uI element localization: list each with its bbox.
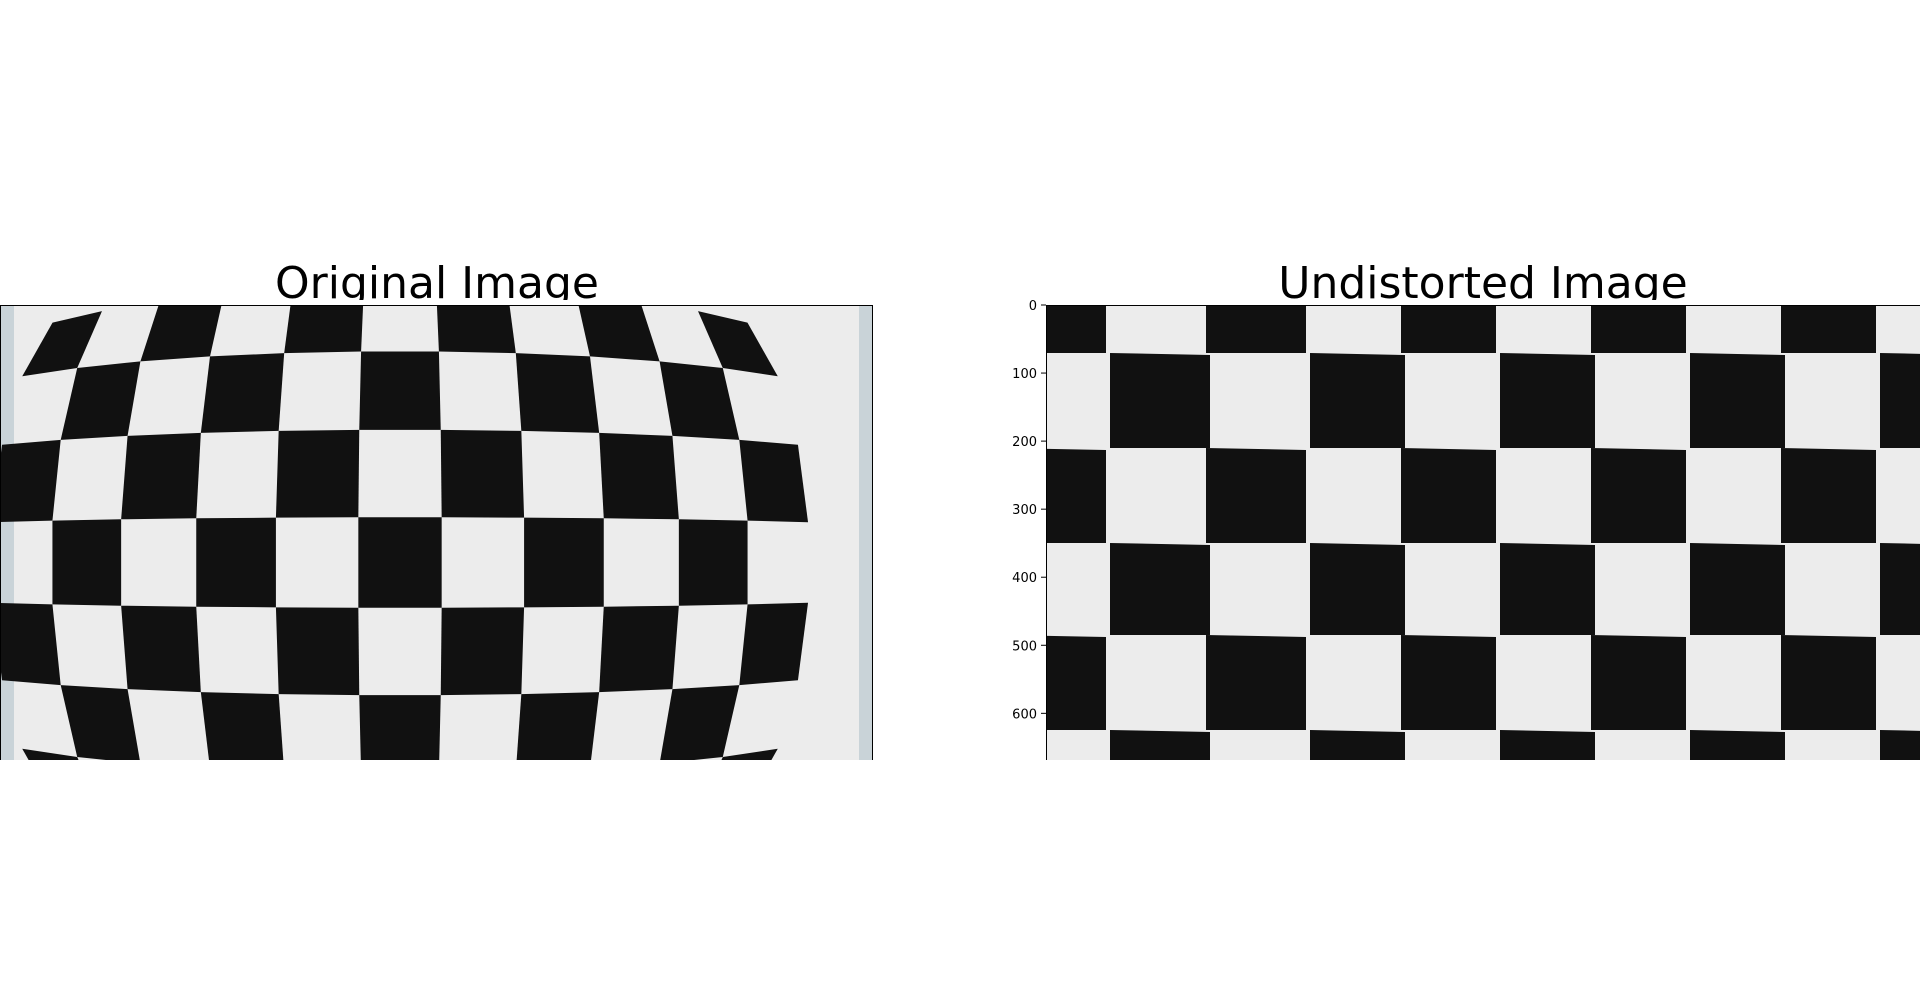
dark-square: [359, 351, 441, 430]
dark-square: [1310, 543, 1405, 635]
original-checkerboard: [0, 300, 873, 760]
paper-edge-left: [0, 305, 14, 760]
y-tick-label: 300: [1012, 503, 1037, 518]
dark-square: [1781, 635, 1876, 730]
dark-square: [1690, 353, 1785, 448]
dark-square: [200, 692, 284, 760]
dark-square: [22, 311, 102, 377]
dark-square: [284, 300, 364, 354]
dark-square: [121, 605, 201, 693]
dark-square: [515, 353, 600, 433]
dark-square: [1110, 543, 1210, 635]
dark-square: [524, 517, 604, 608]
dark-square: [52, 519, 122, 606]
dark-square: [440, 607, 525, 696]
dark-square: [1591, 300, 1686, 353]
dark-square: [1781, 300, 1876, 353]
dark-square: [1206, 635, 1306, 730]
dark-square: [1500, 730, 1595, 760]
y-tick-label: 200: [1012, 435, 1037, 450]
dark-square: [1110, 730, 1210, 760]
y-tick-label: 600: [1012, 707, 1037, 722]
y-tick-label: 0: [1029, 300, 1037, 314]
dark-square: [1500, 543, 1595, 635]
axes-frame: [0, 305, 873, 760]
dark-square: [140, 300, 223, 362]
dark-square: [1310, 730, 1405, 760]
dark-square: [739, 602, 809, 686]
dark-square: [440, 429, 525, 518]
dark-square: [599, 432, 679, 520]
dark-square: [1781, 448, 1876, 543]
dark-square: [1591, 635, 1686, 730]
dark-square: [1206, 448, 1306, 543]
dark-square: [1206, 300, 1306, 353]
panel-title-original: Original Image: [275, 258, 599, 309]
paper-edge-right: [859, 305, 873, 760]
dark-square: [659, 361, 740, 440]
dark-square: [436, 300, 516, 354]
clip-left: [960, 300, 1046, 760]
dark-square: [599, 605, 679, 693]
dark-square: [359, 695, 441, 760]
dark-square: [721, 748, 778, 760]
y-tick-label: 500: [1012, 639, 1037, 654]
dark-square: [1401, 448, 1496, 543]
dark-square: [678, 519, 748, 606]
dark-square: [1690, 730, 1785, 760]
dark-square: [0, 439, 61, 523]
dark-square: [1880, 353, 1920, 448]
dark-square: [660, 685, 740, 760]
dark-square: [60, 361, 141, 440]
clip-top: [0, 300, 900, 305]
dark-square: [1401, 635, 1496, 730]
dark-square: [358, 517, 442, 608]
dark-square: [698, 311, 778, 377]
clip-top: [960, 300, 1920, 305]
dark-square: [1880, 543, 1920, 635]
dark-square: [0, 602, 61, 686]
y-tick-label: 400: [1012, 571, 1037, 586]
dark-square: [516, 692, 600, 760]
panel-title-undistorted: Undistorted Image: [1278, 258, 1688, 309]
dark-square: [1690, 543, 1785, 635]
axes-frame: [1046, 305, 1920, 760]
dark-square: [60, 685, 140, 760]
dark-square: [739, 439, 809, 523]
dark-square: [196, 517, 276, 608]
dark-square: [1110, 353, 1210, 448]
dark-square: [275, 607, 360, 696]
undistorted-checkerboard: [1001, 300, 1920, 760]
dark-square: [22, 748, 79, 760]
dark-square: [1591, 448, 1686, 543]
dark-square: [1880, 730, 1920, 760]
original-image-plot: 020040060080010001200: [0, 300, 900, 760]
y-tick-label: 100: [1012, 367, 1037, 382]
dark-square: [121, 432, 201, 520]
dark-square: [1500, 353, 1595, 448]
dark-square: [577, 300, 660, 362]
dark-square: [1401, 300, 1496, 353]
undistorted-image-plot: 0200400600800100012000100200300400500600…: [960, 300, 1920, 760]
dark-square: [200, 353, 285, 433]
dark-square: [275, 429, 360, 518]
clip-right: [873, 300, 900, 760]
dark-square: [1310, 353, 1405, 448]
